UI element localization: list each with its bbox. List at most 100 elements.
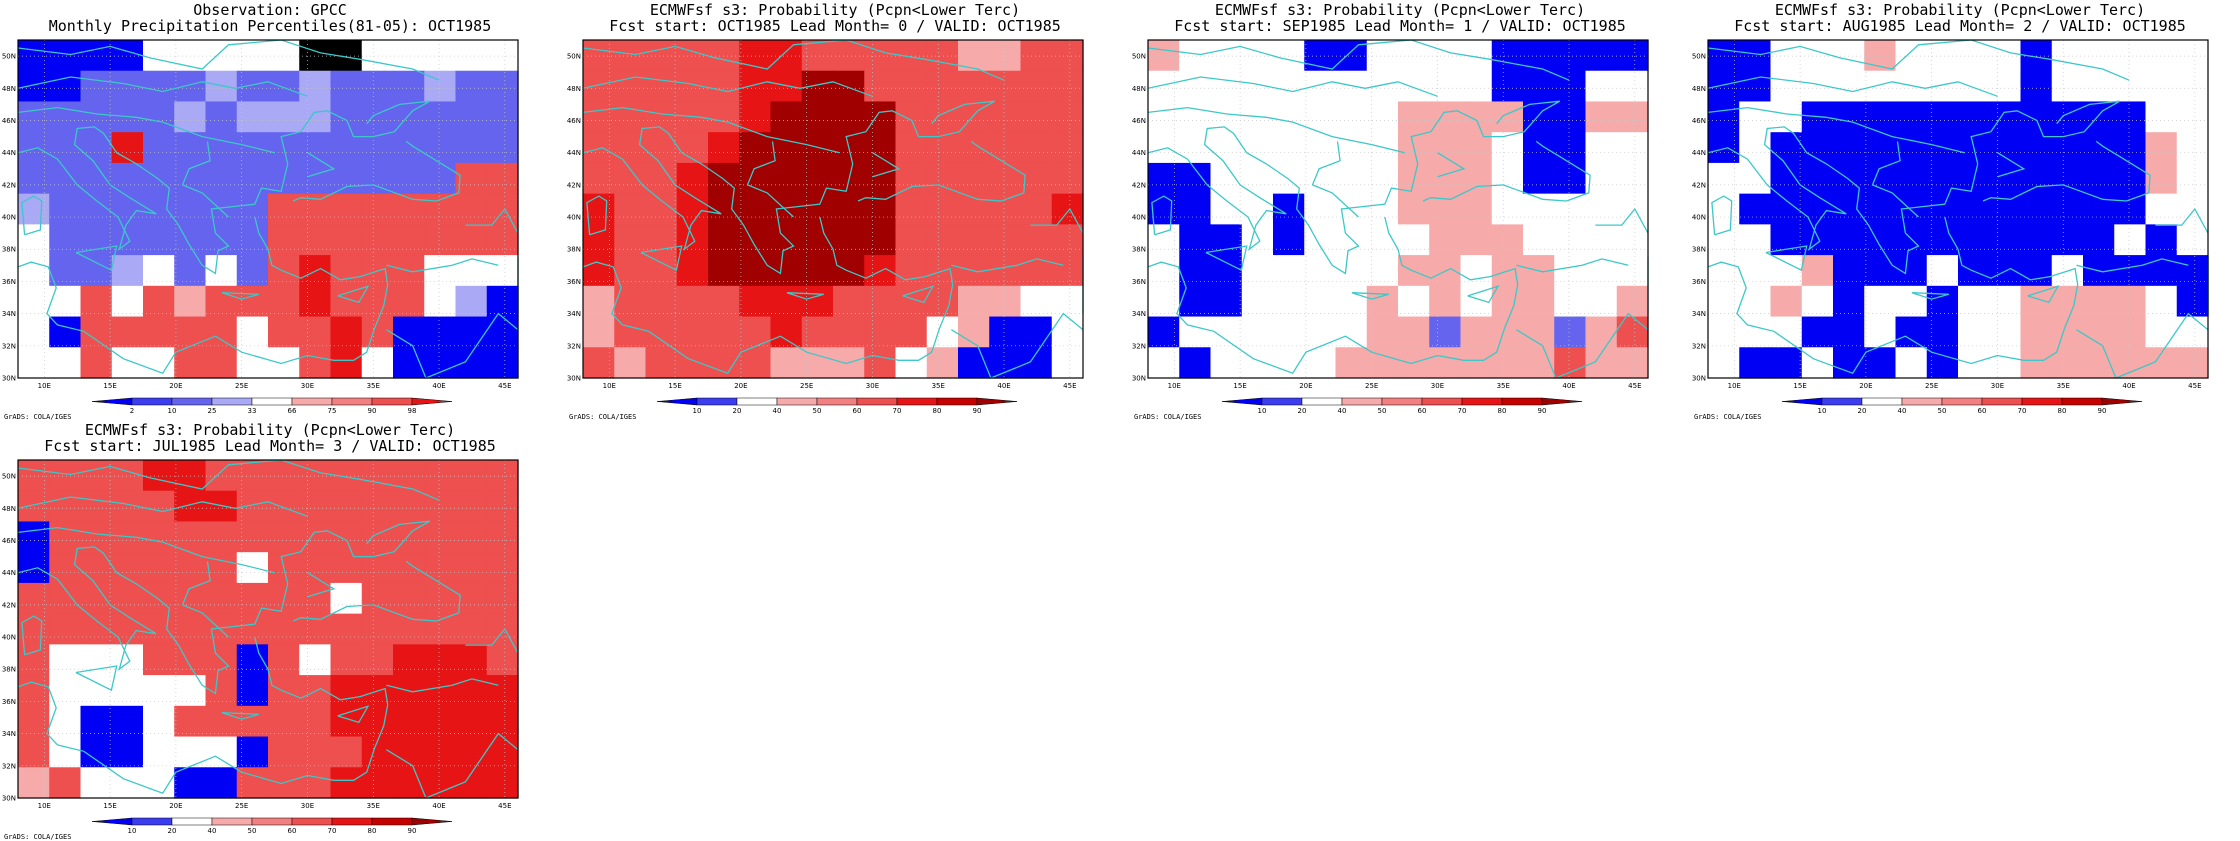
- grid-cell: [80, 285, 113, 318]
- grid-cell: [330, 70, 363, 103]
- longitude-tick-label: 25E: [235, 802, 248, 810]
- grid-cell: [1491, 193, 1524, 225]
- grid-cell: [330, 736, 363, 768]
- grid-cell: [299, 582, 332, 615]
- grid-cell: [174, 552, 207, 584]
- grid-cell: [1708, 347, 1740, 379]
- latitude-tick-label: 30N: [1692, 375, 1706, 383]
- grid-cell: [2051, 70, 2084, 103]
- coastline: [2027, 285, 2060, 304]
- grid-cell: [1304, 101, 1337, 133]
- map-frame: [17, 459, 519, 799]
- grid-cell: [864, 132, 897, 164]
- grid-cell: [361, 70, 394, 103]
- grid-cell: [486, 316, 519, 348]
- grid-cell: [1179, 101, 1212, 133]
- grid-cell: [708, 285, 740, 318]
- grid-cell: [708, 132, 740, 164]
- grid-cell: [424, 193, 457, 225]
- grid-cell: [1989, 316, 2022, 348]
- coastline: [582, 39, 1005, 81]
- grid-cell: [393, 736, 425, 768]
- grid-cell: [2145, 132, 2178, 164]
- grid-cell: [205, 347, 238, 379]
- grid-cell: [205, 224, 238, 256]
- grid-cell: [2145, 70, 2178, 103]
- grid-cell: [330, 316, 363, 348]
- coastline: [902, 285, 935, 304]
- grid-cell: [424, 644, 457, 676]
- grid-cell: [2176, 316, 2209, 348]
- grid-cell: [1864, 193, 1897, 225]
- grid-cell: [739, 193, 772, 225]
- longitude-tick-label: 15E: [103, 382, 116, 390]
- grid-cell: [1833, 285, 1865, 318]
- latitude-tick-label: 34N: [2, 730, 16, 738]
- coastline: [857, 184, 1002, 202]
- grid-cell: [864, 40, 897, 72]
- grid-cell: [299, 460, 332, 492]
- grid-cell: [1051, 316, 1084, 348]
- map-frame: [17, 39, 519, 379]
- coastline: [1311, 141, 1359, 218]
- grid-cell: [143, 767, 175, 799]
- longitude-tick-label: 20E: [1859, 382, 1872, 390]
- coastline: [640, 245, 683, 272]
- latitude-tick-label: 38N: [567, 246, 581, 254]
- colorbar-tick-label: 60: [853, 407, 862, 415]
- grid-cell: [2051, 285, 2084, 318]
- longitude-tick-label: 15E: [1793, 382, 1806, 390]
- probability-map: 30N 32N 34N 36N 38N 40N 42N 44N 46N 48N 50N 10E 15E 2…: [1692, 39, 2209, 415]
- grid-cell: [1398, 40, 1430, 72]
- grid-cell: [2145, 40, 2178, 72]
- coastline: [221, 292, 259, 300]
- grid-cell: [455, 316, 488, 348]
- map-frame: [1147, 39, 1649, 379]
- grid-cell: [330, 132, 363, 164]
- grid-cell: [268, 40, 300, 72]
- grid-cell: [739, 347, 772, 379]
- colorbar-swatch: [291, 817, 333, 826]
- grid-cell: [143, 70, 175, 103]
- grid-cell: [1210, 255, 1243, 287]
- colorbar-tick-label: 60: [1418, 407, 1427, 415]
- latitude-tick-label: 42N: [1692, 181, 1706, 189]
- grid-cell: [1585, 70, 1618, 103]
- colorbar-tick-label: 80: [368, 827, 377, 835]
- grid-cell: [2051, 132, 2084, 164]
- grid-cell: [236, 101, 269, 133]
- grid-cell: [80, 675, 113, 707]
- grid-cell: [1523, 132, 1555, 164]
- grid-cell: [1523, 316, 1555, 348]
- precipitation-map: 30N 32N 34N 36N 38N 40N 42N 44N 46N 48N 50N 10E 15E 2…: [2, 39, 519, 415]
- grid-cell: [1801, 316, 1834, 348]
- grid-cell: [1210, 347, 1243, 379]
- coastline: [17, 216, 389, 374]
- grid-cell: [268, 224, 300, 256]
- grid-cell: [361, 40, 394, 72]
- grid-cell: [143, 40, 175, 72]
- colorbar-tick-label: 70: [893, 407, 902, 415]
- latitude-tick-label: 42N: [2, 601, 16, 609]
- grid-cell: [614, 285, 647, 318]
- grid-cell: [1926, 255, 1959, 287]
- colorbar-tick-label: 50: [1938, 407, 1947, 415]
- grid-cell: [1585, 193, 1618, 225]
- latitude-tick-label: 32N: [1132, 342, 1146, 350]
- grid-cell: [486, 101, 519, 133]
- grid-cell: [1335, 70, 1368, 103]
- grid-cell: [486, 285, 519, 318]
- grid-cell: [645, 162, 678, 195]
- grid-cell: [236, 162, 269, 195]
- longitude-tick-label: 30E: [301, 802, 314, 810]
- grid-cell: [770, 132, 803, 164]
- grid-cell: [174, 285, 207, 318]
- grid-cell: [739, 101, 772, 133]
- colorbar-tick-label: 10: [128, 827, 137, 835]
- grid-cell: [926, 285, 959, 318]
- grid-cell: [1739, 347, 1772, 379]
- grid-cell: [864, 70, 897, 103]
- longitude-tick-label: 35E: [367, 382, 380, 390]
- grid-cell: [1304, 316, 1337, 348]
- colorbar-swatch: [371, 397, 413, 406]
